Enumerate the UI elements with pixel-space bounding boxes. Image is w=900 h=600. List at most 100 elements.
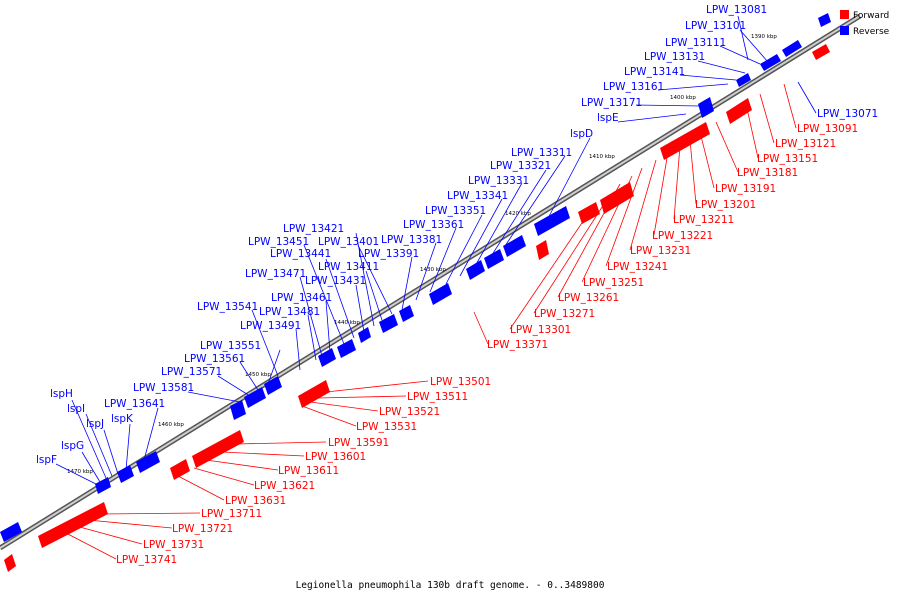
gene-label: LPW_13191 (715, 183, 776, 195)
forward-gene (600, 182, 634, 214)
reverse-gene (736, 73, 751, 87)
tick-label: 1470 kbp (67, 469, 93, 475)
gene-label: LPW_13341 (447, 190, 508, 202)
gene-label: LPW_13421 (283, 223, 344, 235)
tick-label: 1390 kbp (751, 34, 777, 40)
gene-label: lspH (50, 388, 73, 400)
gene-label: lspE (597, 112, 619, 124)
gene-label: LPW_13381 (381, 234, 442, 246)
reverse-gene (264, 376, 282, 395)
gene-label: lspI (67, 403, 85, 415)
reverse-leaders (55, 15, 817, 485)
gene-label: LPW_13331 (468, 175, 529, 187)
gene-label: LPW_13201 (695, 199, 756, 211)
gene-label: LPW_13411 (318, 261, 379, 273)
gene-label: LPW_13721 (172, 523, 233, 535)
reverse-gene (230, 400, 246, 420)
gene-label: LPW_13471 (245, 268, 306, 280)
gene-label: LPW_13571 (161, 366, 222, 378)
tick-label: 1460 kbp (158, 422, 184, 428)
forward-gene (192, 430, 244, 468)
gene-label: LPW_13131 (644, 51, 705, 63)
reverse-gene (466, 260, 485, 280)
reverse-genes (0, 13, 831, 542)
legend-reverse-swatch (840, 26, 849, 35)
gene-label: LPW_13391 (358, 248, 419, 260)
gene-label: LPW_13611 (278, 465, 339, 477)
genome-caption: Legionella pneumophila 130b draft genome… (296, 580, 605, 591)
gene-label: LPW_13251 (583, 277, 644, 289)
forward-gene (578, 202, 600, 224)
reverse-gene (782, 40, 802, 57)
gene-label: LPW_13221 (652, 230, 713, 242)
reverse-gene (358, 327, 371, 343)
reverse-gene (503, 235, 526, 257)
legend-forward-swatch (840, 10, 849, 19)
tick-label: 1400 kbp (670, 95, 696, 101)
forward-gene (298, 380, 330, 408)
reverse-gene (698, 97, 714, 118)
gene-label: LPW_13461 (271, 292, 332, 304)
forward-gene (660, 122, 710, 160)
gene-label: LPW_13231 (630, 245, 691, 257)
gene-label: LPW_13161 (603, 81, 664, 93)
reverse-gene (244, 387, 266, 408)
reverse-gene (399, 305, 414, 322)
gene-label: LPW_13271 (534, 308, 595, 320)
gene-label: LPW_13101 (685, 20, 746, 32)
gene-label: LPW_13261 (558, 292, 619, 304)
gene-label: LPW_13511 (407, 391, 468, 403)
gene-label: LPW_13451 (248, 236, 309, 248)
reverse-gene (136, 451, 160, 473)
gene-label: LPW_13531 (356, 421, 417, 433)
gene-label: LPW_13561 (184, 353, 245, 365)
reverse-gene (534, 206, 570, 236)
gene-label: lspD (570, 128, 593, 140)
gene-label: LPW_13141 (624, 66, 685, 78)
gene-label: LPW_13071 (817, 108, 878, 120)
legend-reverse-label: Reverse (853, 27, 890, 37)
gene-label: LPW_13301 (510, 324, 571, 336)
gene-label: LPW_13171 (581, 97, 642, 109)
gene-label: LPW_13091 (797, 123, 858, 135)
reverse-gene (379, 314, 398, 333)
gene-label: LPW_13081 (706, 4, 767, 16)
gene-label: LPW_13551 (200, 340, 261, 352)
gene-label: lspK (111, 413, 134, 425)
gene-label: LPW_13121 (775, 138, 836, 150)
gene-label: lspJ (86, 418, 104, 430)
tick-label: 1450 kbp (245, 372, 271, 378)
gene-label: LPW_13731 (143, 539, 204, 551)
gene-label: LPW_13591 (328, 437, 389, 449)
tick-label: 1440 kbp (334, 320, 360, 326)
gene-label: LPW_13641 (104, 398, 165, 410)
gene-label: LPW_13361 (403, 219, 464, 231)
forward-gene (536, 240, 549, 260)
reverse-gene (818, 13, 831, 27)
gene-label: LPW_13481 (259, 306, 320, 318)
legend: Forward Reverse (840, 10, 890, 37)
gene-label: LPW_13621 (254, 480, 315, 492)
gene-label: LPW_13241 (607, 261, 668, 273)
gene-label: lspF (36, 454, 57, 466)
forward-gene (38, 502, 108, 548)
gene-label: LPW_13151 (757, 153, 818, 165)
gene-label: LPW_13311 (511, 147, 572, 159)
gene-label: LPW_13521 (379, 406, 440, 418)
reverse-labels: LPW_13081 LPW_13101 LPW_13111 LPW_13131 … (36, 4, 878, 466)
gene-label: LPW_13111 (665, 37, 726, 49)
gene-label: LPW_13501 (430, 376, 491, 388)
reverse-gene (429, 283, 452, 305)
reverse-gene (484, 249, 504, 269)
gene-label: LPW_13601 (305, 451, 366, 463)
legend-forward-label: Forward (853, 11, 889, 21)
gene-label: LPW_13581 (133, 382, 194, 394)
gene-label: LPW_13211 (673, 214, 734, 226)
gene-label: LPW_13181 (737, 167, 798, 179)
reverse-gene (337, 339, 356, 358)
forward-gene (4, 554, 16, 572)
forward-leaders (63, 83, 797, 560)
gene-label: LPW_13371 (487, 339, 548, 351)
gene-label: LPW_13741 (116, 554, 177, 566)
